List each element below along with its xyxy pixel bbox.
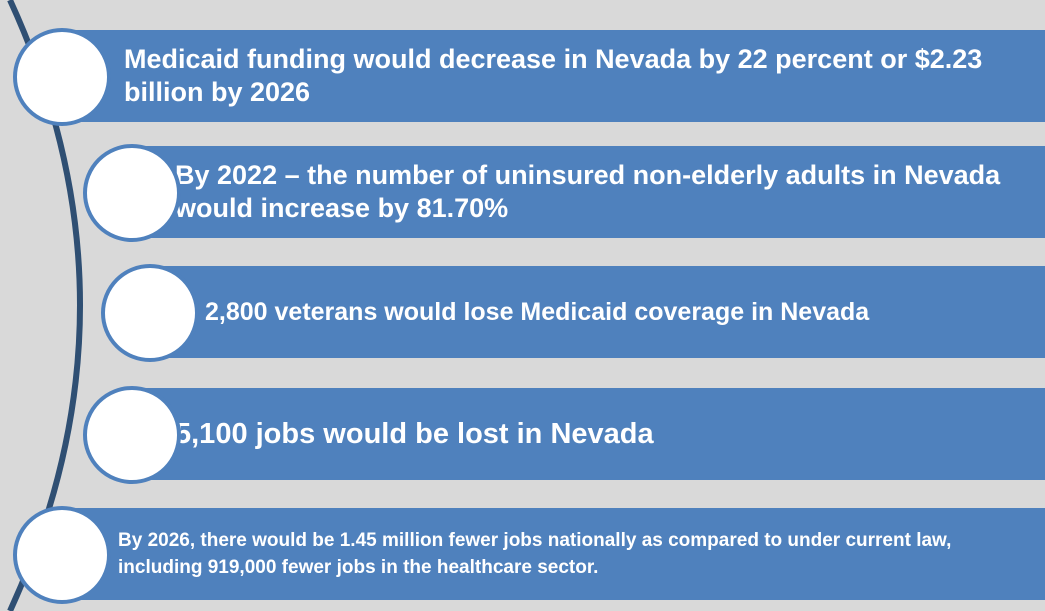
list-item-circle bbox=[83, 386, 181, 484]
list-item-bar: 2,800 veterans would lose Medicaid cover… bbox=[150, 266, 1045, 358]
list-item-text: 2,800 veterans would lose Medicaid cover… bbox=[205, 297, 870, 326]
list-item-circle bbox=[13, 506, 111, 604]
list-item-bar: By 2022 – the number of uninsured non-el… bbox=[132, 146, 1045, 238]
list-item-circle bbox=[13, 28, 111, 126]
list-item-circle bbox=[83, 144, 181, 242]
list-item-bar: Medicaid funding would decrease in Nevad… bbox=[62, 30, 1045, 122]
list-item-circle bbox=[101, 264, 199, 362]
list-item-text: Medicaid funding would decrease in Nevad… bbox=[124, 44, 983, 107]
list-item-text: By 2022 – the number of uninsured non-el… bbox=[175, 160, 1001, 223]
list-item-bar: 5,100 jobs would be lost in Nevada bbox=[132, 388, 1045, 480]
list-item-bar: By 2026, there would be 1.45 million few… bbox=[62, 508, 1045, 600]
list-item-text: 5,100 jobs would be lost in Nevada bbox=[175, 417, 654, 450]
list-item-text: By 2026, there would be 1.45 million few… bbox=[118, 530, 952, 578]
